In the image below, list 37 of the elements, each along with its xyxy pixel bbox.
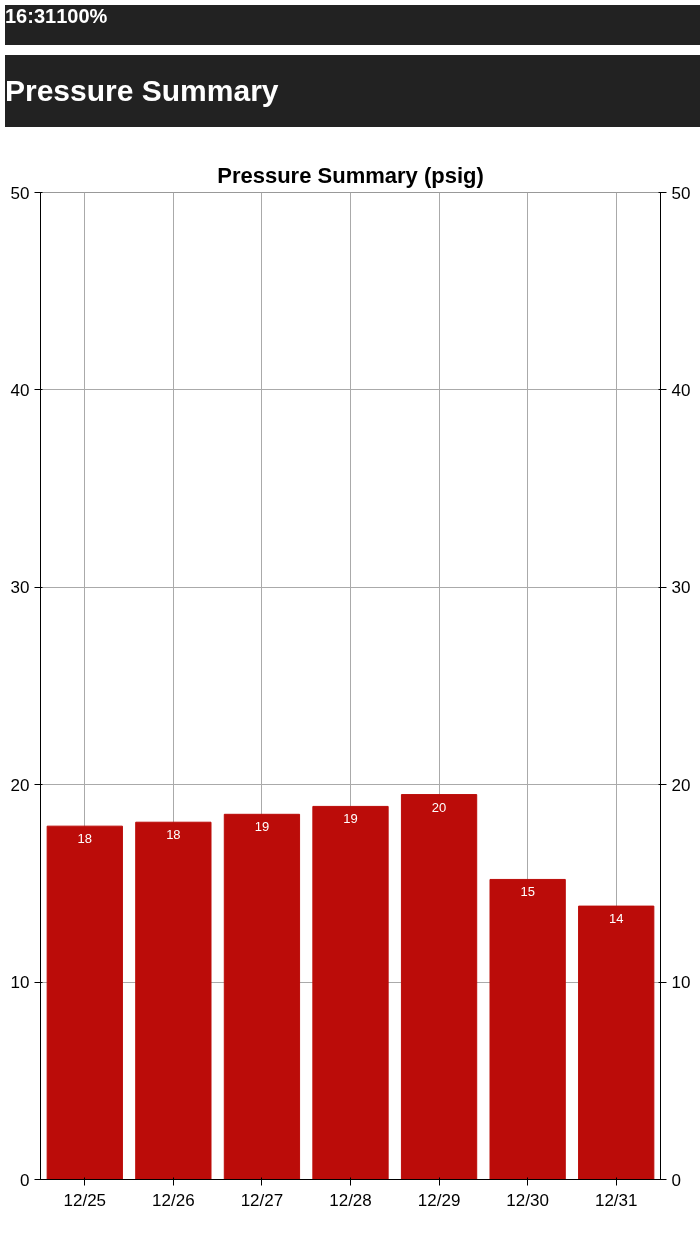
y-tick-label: 10 (10, 973, 30, 993)
bar (135, 821, 212, 1180)
x-tick-label: 12/29 (417, 1190, 461, 1210)
y-tick-label: 20 (10, 775, 30, 795)
bar (489, 878, 566, 1180)
data-label: 18 (77, 831, 93, 847)
bar (46, 825, 123, 1180)
y2-tick-label: 0 (671, 1170, 681, 1190)
x-tick-label: 12/30 (506, 1190, 549, 1210)
chart-title: Pressure Summary (5, 73, 279, 109)
x-tick-label: 12/25 (63, 1190, 107, 1210)
bar (400, 794, 478, 1180)
y-tick-label: 30 (10, 578, 30, 598)
x-tick-label: 12/31 (594, 1190, 638, 1210)
bar (578, 905, 655, 1180)
text: 100% (56, 5, 108, 28)
text: 16:31 (5, 5, 57, 28)
data-label: 14 (608, 911, 624, 927)
y2-tick-label: 10 (671, 973, 691, 993)
chart-subtitle: Pressure Summary (psig) (217, 162, 484, 188)
x-tick-label: 12/27 (240, 1190, 284, 1210)
x-tick-label: 12/26 (152, 1190, 195, 1210)
y-tick-label: 50 (10, 183, 30, 203)
y-tick-label: 0 (20, 1170, 30, 1190)
data-label: 19 (343, 811, 358, 827)
y2-tick-label: 20 (671, 775, 691, 795)
y2-tick-label: 50 (671, 183, 691, 203)
y2-tick-label: 30 (671, 578, 691, 598)
data-label: 19 (254, 819, 270, 835)
y-tick-label: 40 (10, 380, 30, 400)
data-label: 15 (520, 884, 535, 900)
x-tick-label: 12/28 (329, 1190, 372, 1210)
bar (223, 813, 301, 1180)
y2-tick-label: 40 (671, 380, 691, 400)
bar (312, 805, 389, 1180)
data-label: 18 (166, 827, 181, 843)
data-label: 20 (431, 799, 447, 815)
